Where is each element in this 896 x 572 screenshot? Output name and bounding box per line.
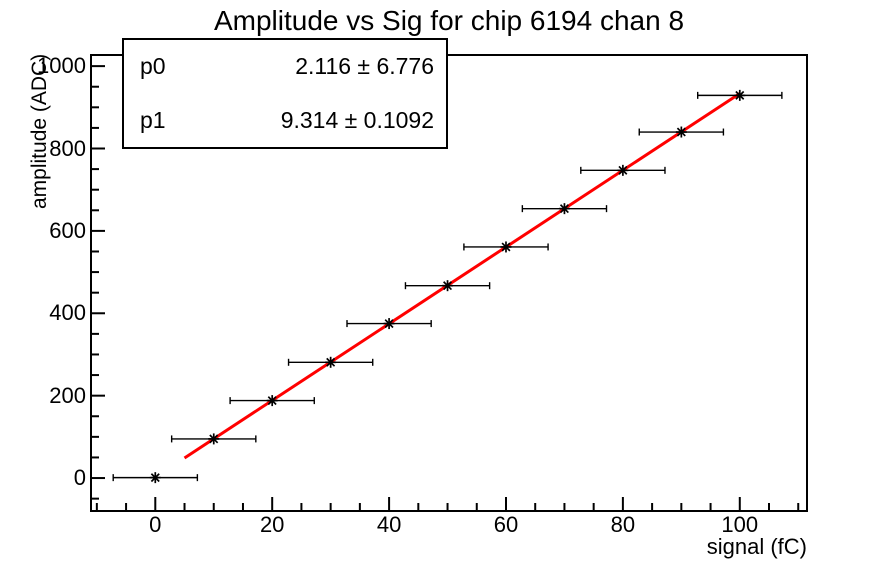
data-point: [521, 203, 608, 215]
x-tick-label: 80: [610, 512, 636, 537]
y-tick-label: 400: [49, 300, 86, 326]
asterisk-marker: [443, 281, 453, 291]
x-tick-label: 0: [149, 512, 162, 537]
asterisk-marker: [559, 204, 569, 214]
data-point: [229, 395, 315, 407]
y-tick-label: 800: [49, 135, 86, 161]
chart-title: Amplitude vs Sig for chip 6194 chan 8: [213, 5, 685, 36]
y-tick-label: 200: [49, 382, 86, 408]
data-point: [112, 472, 199, 484]
x-tick-label: 100: [721, 512, 759, 537]
data-point: [170, 433, 257, 445]
data-point: [463, 241, 549, 253]
asterisk-marker: [501, 242, 511, 252]
data-point: [346, 318, 432, 330]
asterisk-marker: [676, 127, 686, 137]
asterisk-marker: [618, 165, 628, 175]
data-point: [287, 356, 374, 368]
asterisk-marker: [384, 319, 394, 329]
stat-param-value: 2.116 ± 6.776: [295, 53, 434, 80]
fit-line: [183, 92, 741, 460]
x-axis-title: signal (fC): [706, 534, 807, 559]
asterisk-marker: [209, 434, 219, 444]
y-tick-label: 0: [73, 465, 86, 491]
y-tick-label: 1000: [37, 53, 86, 79]
asterisk-marker: [267, 396, 277, 406]
fit-stats-box: p0 2.116 ± 6.776 p1 9.314 ± 0.1092: [122, 38, 448, 149]
stat-param-name: p1: [140, 106, 166, 133]
y-tick-label: 600: [49, 217, 86, 243]
data-point: [580, 164, 666, 176]
stat-param-value: 9.314 ± 0.1092: [280, 106, 434, 133]
x-tick-label: 60: [493, 512, 519, 537]
asterisk-marker: [150, 473, 160, 483]
x-tick-label: 40: [376, 512, 402, 537]
asterisk-marker: [735, 90, 745, 100]
x-tick-label: 20: [259, 512, 285, 537]
stat-row-p0: p0 2.116 ± 6.776: [124, 40, 446, 94]
data-point: [404, 280, 491, 292]
asterisk-marker: [326, 357, 336, 367]
stat-row-p1: p1 9.314 ± 0.1092: [124, 94, 446, 148]
plot-frame: [90, 54, 808, 512]
data-point: [697, 89, 783, 101]
stat-param-name: p0: [140, 53, 166, 80]
data-point: [638, 126, 725, 138]
